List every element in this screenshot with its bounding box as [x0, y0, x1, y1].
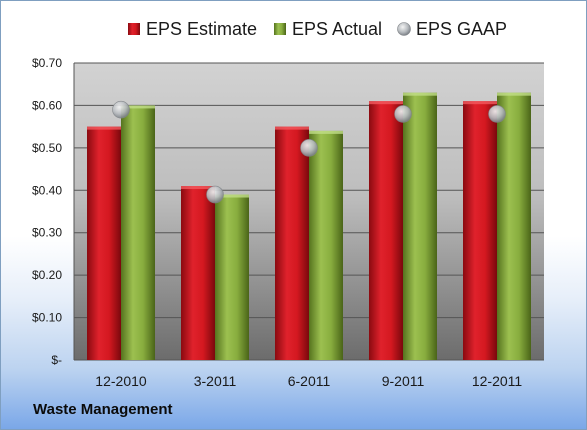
y-axis-ticks: $- $0.10 $0.20 $0.30 $0.40 $0.50 $0.60 $0.70 [32, 56, 62, 367]
legend-swatch [128, 23, 140, 35]
company-name: Waste Management [33, 401, 173, 418]
y-tick-label: $0.10 [32, 311, 62, 325]
bar-eps-estimate [275, 126, 309, 361]
x-tick-label: 12-2010 [95, 373, 147, 389]
legend-label: EPS GAAP [416, 19, 507, 39]
bar-eps-actual [497, 92, 531, 360]
bar-eps-actual-highlight [215, 194, 249, 198]
bar-eps-estimate [369, 101, 403, 360]
bar-eps-estimate-highlight [463, 101, 497, 105]
gaap-markers [112, 100, 506, 204]
bar-eps-actual [403, 92, 437, 360]
bar-eps-actual [309, 130, 343, 360]
marker-eps-gaap [488, 105, 506, 123]
legend-swatch [397, 22, 411, 36]
y-tick-label: $0.50 [32, 141, 62, 155]
marker-eps-gaap [206, 185, 224, 204]
x-axis-ticks: 12-2010 3-2011 6-2011 9-2011 12-2011 [95, 373, 522, 389]
bar-eps-estimate-highlight [181, 186, 215, 190]
marker-eps-gaap [300, 139, 318, 157]
y-tick-label: $0.40 [32, 183, 62, 197]
legend: EPS Estimate EPS Actual EPS GAAP [128, 19, 507, 39]
y-tick-label: $- [51, 353, 62, 367]
bar-eps-actual-highlight [403, 92, 437, 96]
bar-eps-actual [121, 105, 155, 360]
y-tick-label: $0.70 [32, 56, 62, 70]
marker-eps-gaap [394, 105, 412, 123]
bars [87, 92, 531, 361]
y-tick-label: $0.20 [32, 268, 62, 282]
bar-eps-estimate [463, 101, 497, 360]
bar-eps-estimate-highlight [369, 101, 403, 105]
bar-eps-actual [215, 194, 249, 360]
bar-eps-actual-highlight [497, 92, 531, 96]
legend-label: EPS Actual [292, 19, 382, 39]
bar-eps-actual-highlight [309, 130, 343, 134]
y-tick-label: $0.60 [32, 98, 62, 112]
x-tick-label: 6-2011 [288, 373, 331, 389]
x-tick-label: 12-2011 [472, 373, 523, 389]
bar-eps-estimate [87, 126, 121, 361]
bar-eps-estimate [181, 186, 215, 360]
marker-eps-gaap [112, 100, 130, 119]
y-tick-label: $0.30 [32, 226, 62, 240]
bar-eps-estimate-highlight [275, 126, 309, 130]
x-tick-label: 9-2011 [382, 373, 425, 389]
legend-swatch [274, 23, 286, 35]
x-tick-label: 3-2011 [194, 373, 237, 389]
legend-label: EPS Estimate [146, 19, 257, 39]
bar-eps-estimate-highlight [87, 126, 121, 130]
bar-eps-actual-highlight [121, 105, 155, 109]
